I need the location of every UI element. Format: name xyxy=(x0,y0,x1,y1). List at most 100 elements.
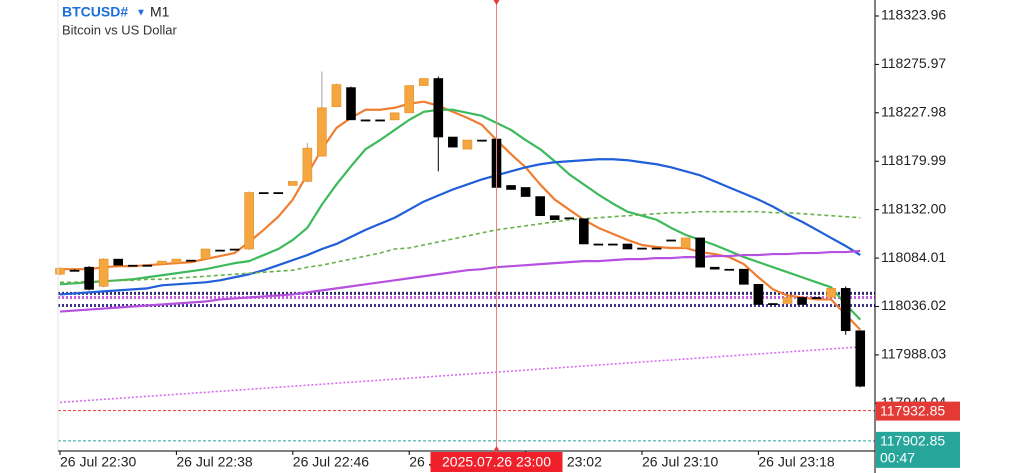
price-tag xyxy=(876,431,960,468)
y-tick-label: 118132.00 xyxy=(881,200,946,216)
candle xyxy=(535,196,545,217)
candle-body xyxy=(811,297,822,299)
candle xyxy=(244,191,254,251)
crosshair-marker-bottom xyxy=(493,446,500,451)
candle xyxy=(753,284,764,305)
candle-body xyxy=(637,247,647,250)
price-tag xyxy=(876,401,960,421)
candle xyxy=(433,76,444,172)
candle-body xyxy=(69,269,80,272)
symbol-description: Bitcoin vs US Dollar xyxy=(62,22,178,37)
price-tag-label: 117902.85 xyxy=(880,433,945,449)
candle-body xyxy=(317,107,327,157)
candle xyxy=(302,143,313,183)
candle-body xyxy=(564,217,575,220)
candle-body xyxy=(462,139,473,150)
candle-body xyxy=(651,247,662,250)
candle xyxy=(287,181,298,186)
price-tag-label: 117932.85 xyxy=(880,402,945,418)
y-tick-label: 118323.96 xyxy=(881,7,946,23)
candle xyxy=(462,139,473,150)
candle xyxy=(578,218,589,245)
candle-body xyxy=(404,85,415,114)
candle xyxy=(651,247,662,250)
candle-body xyxy=(797,297,807,305)
symbol[interactable]: BTCUSD# xyxy=(62,4,128,20)
candle-body xyxy=(578,218,589,245)
candle xyxy=(709,266,720,270)
y-tick-label: 118084.01 xyxy=(881,249,946,265)
candle xyxy=(258,192,269,195)
candle-body xyxy=(608,243,618,246)
moving-average-line xyxy=(60,210,861,284)
timeframe: M1 xyxy=(150,4,170,20)
candle xyxy=(768,303,778,305)
candle xyxy=(520,187,531,197)
candle xyxy=(98,258,109,288)
candle-body xyxy=(389,112,400,121)
moving-average-line xyxy=(59,108,862,321)
candle-body xyxy=(142,264,153,267)
candle xyxy=(273,192,284,195)
candle xyxy=(360,119,371,122)
candle-body xyxy=(375,119,385,122)
candle-body xyxy=(593,243,604,246)
candle xyxy=(739,268,749,285)
axes: 118323.96 118275.97 118227.98 118179.99 1181… xyxy=(59,0,960,472)
candle-body xyxy=(724,268,735,271)
candle-body xyxy=(666,239,676,242)
candle xyxy=(375,119,385,122)
y-tick-label: 118036.02 xyxy=(881,297,946,313)
y-tick-label: 118179.99 xyxy=(881,152,946,168)
candle-body xyxy=(549,215,560,221)
candle-body xyxy=(739,268,749,285)
candle xyxy=(200,248,211,260)
candle-body xyxy=(113,258,123,266)
candle-body xyxy=(331,84,342,108)
candle-body xyxy=(753,284,764,305)
candle-body xyxy=(695,237,706,268)
candle xyxy=(142,264,153,267)
candle-body xyxy=(273,192,284,195)
symbol-dropdown[interactable]: ▼ xyxy=(136,8,146,19)
candle-body xyxy=(215,249,225,252)
candle-body xyxy=(506,185,516,190)
candle xyxy=(826,288,836,298)
candle-body xyxy=(418,78,429,86)
candle xyxy=(564,217,575,220)
moving-average-line xyxy=(59,249,861,313)
candle xyxy=(418,78,429,86)
candle xyxy=(695,237,706,268)
candle xyxy=(346,86,356,121)
candle xyxy=(680,237,691,249)
candle xyxy=(549,215,560,221)
candle-body xyxy=(840,288,851,332)
candle-body xyxy=(680,237,691,249)
candle-body xyxy=(360,119,371,122)
x-tick-label: 26 Jul 22:30 xyxy=(60,454,136,470)
candle xyxy=(55,267,65,276)
plot-area xyxy=(55,0,875,450)
candle xyxy=(593,243,604,246)
candle xyxy=(171,258,182,264)
y-tick-label: 117988.03 xyxy=(881,346,946,362)
candle xyxy=(724,268,735,271)
x-tick-label: 26 Jul 23:10 xyxy=(642,454,718,470)
candle xyxy=(811,297,822,299)
candle xyxy=(215,249,225,252)
candle xyxy=(666,239,676,242)
candle-body xyxy=(535,196,545,217)
candle-body xyxy=(244,192,254,250)
candle-body xyxy=(98,258,109,287)
moving-average-line xyxy=(59,158,861,296)
candle-body xyxy=(433,78,444,138)
candle xyxy=(797,297,807,305)
candle xyxy=(157,260,167,265)
candle-body xyxy=(84,266,94,290)
candle xyxy=(404,85,415,114)
moving-average-line xyxy=(59,346,861,404)
candle-body xyxy=(171,258,182,264)
y-tick-label: 118275.97 xyxy=(881,55,946,71)
